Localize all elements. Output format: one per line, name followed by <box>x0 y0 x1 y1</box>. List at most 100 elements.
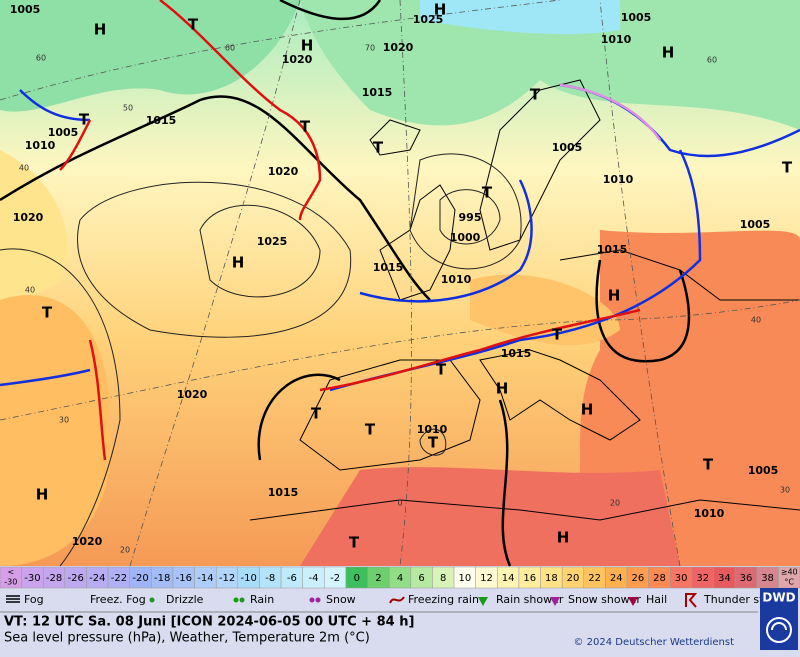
legend-label: Drizzle <box>166 593 204 606</box>
temperature-label: 60 <box>707 56 717 65</box>
scale-label: -24 <box>89 573 105 584</box>
scale-label: 36 <box>740 573 753 584</box>
pressure-center: H <box>36 486 49 504</box>
pressure-label: 1005 <box>48 126 79 139</box>
pressure-center: T <box>373 139 384 157</box>
pressure-label: 1015 <box>146 114 177 127</box>
pressure-label: 1020 <box>383 41 414 54</box>
pressure-label: 1020 <box>13 211 44 224</box>
temperature-label: 20 <box>120 546 130 555</box>
pressure-label: 1015 <box>597 243 628 256</box>
pressure-label: 1005 <box>552 141 583 154</box>
logo-swirl <box>766 617 793 643</box>
legend-icon <box>685 593 698 608</box>
temperature-label: 40 <box>751 316 761 325</box>
scale-label: -30 <box>24 573 40 584</box>
scale-label: °C <box>784 578 794 587</box>
scale-label: 16 <box>523 573 536 584</box>
pressure-center: T <box>365 421 376 439</box>
legend-label: Rain shower <box>496 593 564 606</box>
scale-label: 4 <box>397 573 403 584</box>
scale-label: -18 <box>154 573 170 584</box>
pressure-label: 1010 <box>694 507 725 520</box>
valid-time: VT: 12 UTC Sa. 08 Juni [ICON 2024-06-05 … <box>4 615 414 630</box>
pressure-center: T <box>42 304 53 322</box>
legend-icon <box>628 597 638 606</box>
scale-label: 10 <box>458 573 471 584</box>
pressure-label: 1025 <box>257 235 288 248</box>
scale-label: -20 <box>132 573 148 584</box>
pressure-label: 1005 <box>740 218 771 231</box>
scale-label: 18 <box>545 573 558 584</box>
scale-label: 6 <box>418 573 424 584</box>
temperature-label: 20 <box>610 499 620 508</box>
scale-label: -30 <box>4 578 17 587</box>
pressure-center: T <box>552 326 563 344</box>
scale-label: 38 <box>761 573 774 584</box>
pressure-center: T <box>703 456 714 474</box>
temperature-label: 30 <box>780 486 790 495</box>
legend-label: Snow shower <box>568 593 641 606</box>
footer: VT: 12 UTC Sa. 08 Juni [ICON 2024-06-05 … <box>0 588 798 650</box>
pressure-center: T <box>428 434 439 452</box>
scale-label: -10 <box>240 573 256 584</box>
pressure-label: 995 <box>459 211 482 224</box>
temperature-label: 0 <box>397 499 402 508</box>
temperature-label: 40 <box>19 164 29 173</box>
pressure-label: 1020 <box>282 53 313 66</box>
legend-label: Freez. Fog <box>90 593 146 606</box>
pressure-label: 1010 <box>441 273 472 286</box>
scale-label: 28 <box>653 573 666 584</box>
legend-label: Fog <box>24 593 44 606</box>
temperature-label: 30 <box>59 416 69 425</box>
scale-label: -28 <box>46 573 62 584</box>
scale-label: < <box>7 568 14 577</box>
pressure-label: 1015 <box>362 86 393 99</box>
legend-icon <box>239 597 245 603</box>
scale-label: 26 <box>631 573 644 584</box>
pressure-center: T <box>79 111 90 129</box>
legend-label: Rain <box>250 593 274 606</box>
logo: DWD <box>762 591 795 605</box>
scale-label: 12 <box>480 573 493 584</box>
pressure-center: H <box>557 529 570 547</box>
legend-icon <box>550 597 560 606</box>
pressure-label: 1010 <box>603 173 634 186</box>
pressure-center: H <box>496 380 509 398</box>
scale-label: -26 <box>68 573 84 584</box>
scale-label: 32 <box>696 573 709 584</box>
pressure-label: 1000 <box>450 231 481 244</box>
scale-label: 0 <box>354 573 360 584</box>
scale-label: 8 <box>440 573 446 584</box>
legend-icon <box>478 597 488 606</box>
legend-label: Snow <box>326 593 356 606</box>
legend-label: Freezing rain <box>408 593 479 606</box>
pressure-center: T <box>311 405 322 423</box>
temperature-label: 60 <box>36 54 46 63</box>
scale-label: -14 <box>197 573 213 584</box>
pressure-label: 1005 <box>621 11 652 24</box>
pressure-center: T <box>300 118 311 136</box>
scale-label: -22 <box>111 573 127 584</box>
pressure-center: T <box>349 534 360 552</box>
pressure-label: 1010 <box>25 139 56 152</box>
scale-label: -2 <box>330 573 340 584</box>
copyright: © 2024 Deutscher Wetterdienst <box>573 637 734 648</box>
pressure-label: 1015 <box>501 347 532 360</box>
pressure-center: H <box>581 401 594 419</box>
scale-label: ≥40 <box>781 568 798 577</box>
weather-legend: Fog Freez. Fog Drizzle Rain Snow Freezing rai… <box>6 593 785 608</box>
pressure-center: T <box>782 159 793 177</box>
scale-label: -12 <box>219 573 235 584</box>
pressure-label: 1005 <box>10 3 41 16</box>
legend-icon <box>315 597 321 603</box>
temperature-label: 50 <box>123 104 133 113</box>
pressure-label: 1010 <box>601 33 632 46</box>
temperature-scale: <-30 -30 -28 -26 -24 -22 -20 -18 -16 -14 -12 -10 -8-… <box>0 566 800 589</box>
pressure-label: 1020 <box>177 388 208 401</box>
legend-icon <box>149 597 155 603</box>
pressure-label: 1010 <box>417 423 448 436</box>
